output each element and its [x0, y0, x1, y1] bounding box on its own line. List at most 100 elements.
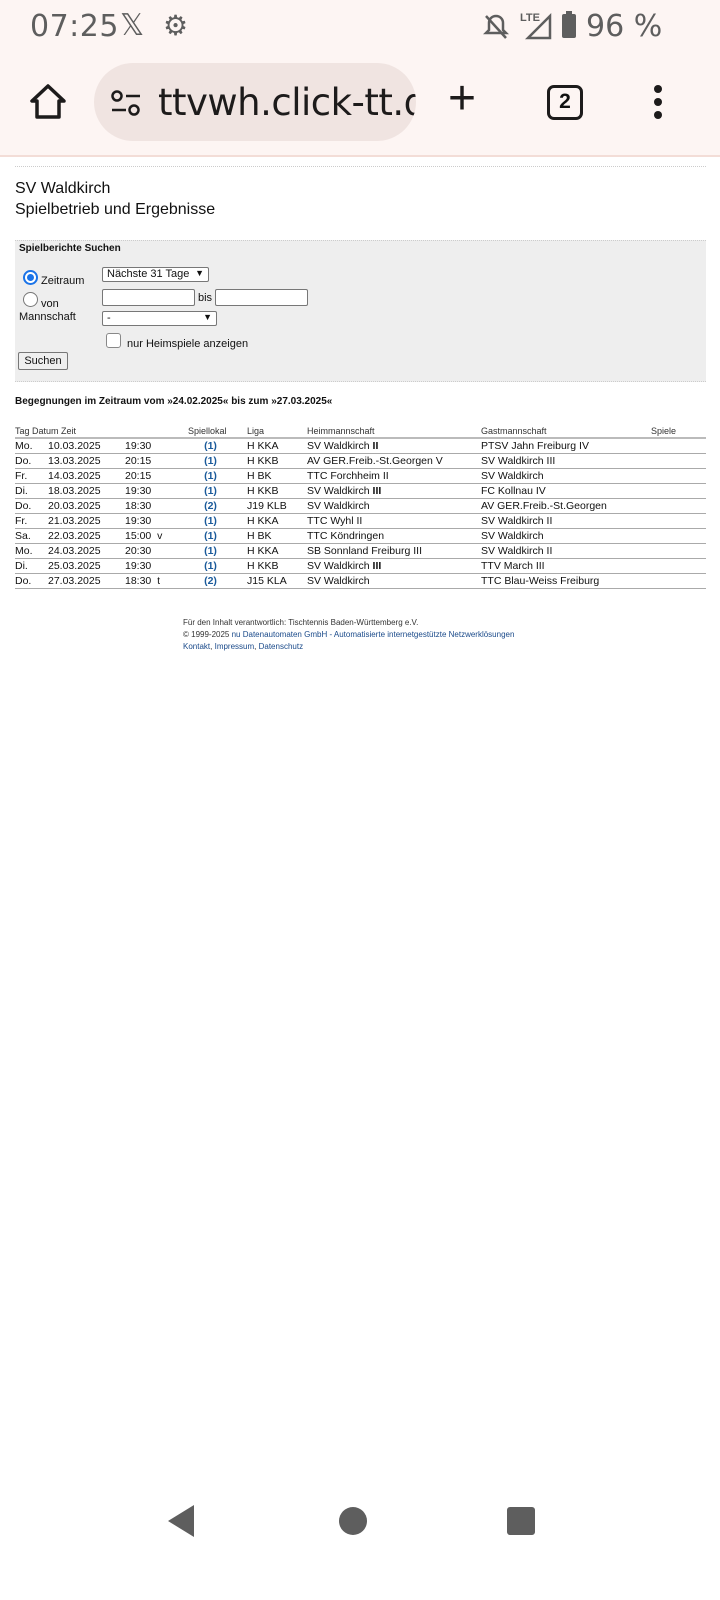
von-input[interactable] [102, 289, 195, 306]
cell-liga: J15 KLA [247, 573, 307, 589]
cell-datum: 20.03.2025 [48, 498, 125, 514]
back-icon[interactable] [166, 1504, 196, 1538]
spiellokal-link[interactable]: (2) [188, 573, 233, 589]
mannschaft-select[interactable]: - ▼ [102, 311, 217, 326]
zeit: 20:15 [125, 469, 152, 482]
cell-datum: 21.03.2025 [48, 513, 125, 529]
cell-liga: H BK [247, 528, 307, 544]
col-spiele: Spiele [651, 424, 706, 439]
cell-liga: H KKB [247, 453, 307, 469]
search-title: Spielberichte Suchen [19, 243, 121, 254]
svg-text:LTE: LTE [520, 12, 540, 24]
cell-liga: H KKA [247, 513, 307, 529]
heim-team: SB Sonnland Freiburg III [307, 544, 422, 557]
spiellokal-link[interactable]: (1) [188, 513, 233, 529]
more-menu-icon[interactable] [654, 85, 662, 124]
zeit: 19:30 [125, 439, 152, 452]
url-text[interactable]: ttvwh.click-tt.de/ [158, 81, 416, 124]
mannschaft-label: Mannschaft [19, 311, 76, 323]
cell-tag: Fr. [15, 513, 48, 529]
new-tab-icon[interactable]: + [448, 72, 477, 125]
cell-gast: SV Waldkirch III [481, 453, 651, 469]
footer-responsible: Für den Inhalt verantwortlich: Tischtenn… [183, 618, 419, 627]
heim-team: AV GER.Freib.-St.Georgen V [307, 454, 443, 467]
heimspiele-checkbox[interactable] [106, 333, 121, 348]
zeit: 20:15 [125, 454, 152, 467]
heim-team: SV Waldkirch [307, 439, 370, 452]
zeit: 19:30 [125, 484, 152, 497]
datenschutz-link[interactable]: Datenschutz [258, 642, 304, 651]
cell-zeit: 20:30 [125, 543, 188, 559]
zeit: 18:30 [125, 574, 152, 587]
zeitraum-select[interactable]: Nächste 31 Tage ▼ [102, 267, 209, 282]
cell-heim: SV Waldkirch [307, 498, 481, 514]
cell-zeit: 19:30 [125, 558, 188, 574]
site-settings-icon[interactable] [110, 89, 142, 117]
tab-switcher-button[interactable]: 2 [547, 85, 583, 120]
cell-liga: H KKB [247, 483, 307, 499]
cell-tag: Sa. [15, 528, 48, 544]
home-icon[interactable] [28, 82, 68, 122]
cell-datum: 25.03.2025 [48, 558, 125, 574]
home-nav-icon[interactable] [338, 1506, 368, 1536]
cell-spiele [651, 483, 706, 499]
footer: Für den Inhalt verantwortlich: Tischtenn… [183, 618, 515, 651]
cell-heim: TTC Köndringen [307, 528, 481, 544]
cell-heim: SV Waldkirch [307, 573, 481, 589]
spiellokal-link[interactable]: (1) [188, 528, 233, 544]
cell-heim: SV Waldkirch III [307, 483, 481, 499]
bis-input[interactable] [215, 289, 308, 306]
lte-signal-icon: LTE [520, 12, 552, 40]
table-row: Mo. 24.03.2025 20:30 (1) H KKA SB Sonnland F… [15, 543, 706, 559]
cell-spiele [651, 573, 706, 589]
cell-spiele [651, 438, 706, 454]
nu-link[interactable]: nu Datenautomaten GmbH - Automatisierte … [231, 630, 515, 639]
spiellokal-link[interactable]: (1) [188, 453, 233, 469]
von-radio[interactable] [23, 292, 38, 307]
cell-datum: 24.03.2025 [48, 543, 125, 559]
heim-team-suffix: III [369, 559, 382, 572]
zeitraum-value: Nächste 31 Tage [107, 268, 190, 280]
cell-datum: 18.03.2025 [48, 483, 125, 499]
cell-spiele [651, 528, 706, 544]
recents-icon[interactable] [506, 1506, 536, 1536]
page-header: SV Waldkirch Spielbetrieb und Ergebnisse [15, 178, 215, 220]
cell-heim: TTC Forchheim II [307, 468, 481, 484]
search-button[interactable]: Suchen [18, 352, 68, 370]
zeit: 19:30 [125, 559, 152, 572]
impressum-link[interactable]: Impressum [214, 642, 255, 651]
kontakt-link[interactable]: Kontakt [183, 642, 211, 651]
col-spiellokal: Spiellokal [188, 424, 233, 439]
heim-team: SV Waldkirch [307, 559, 370, 572]
club-name: SV Waldkirch [15, 180, 111, 197]
zeit: 18:30 [125, 499, 152, 512]
zeitraum-radio[interactable] [23, 270, 38, 285]
spiellokal-link[interactable]: (2) [188, 498, 233, 514]
cell-zeit: 20:15 [125, 453, 188, 469]
cell-gast: FC Kollnau IV [481, 483, 651, 499]
table-row: Fr. 14.03.2025 20:15 (1) H BK TTC Forchheim … [15, 468, 706, 484]
chevron-down-icon: ▼ [203, 312, 212, 322]
bell-off-icon [483, 14, 509, 39]
spiellokal-link[interactable]: (1) [188, 483, 233, 499]
cell-zeit: 19:30 [125, 438, 188, 454]
heim-team-suffix: II [369, 439, 379, 452]
cell-spiele [651, 468, 706, 484]
zeitraum-label: Zeitraum [41, 275, 85, 287]
spiellokal-link[interactable]: (1) [188, 468, 233, 484]
mannschaft-value: - [107, 312, 111, 324]
cell-tag: Di. [15, 483, 48, 499]
cell-heim: TTC Wyhl II [307, 513, 481, 529]
table-row: Fr. 21.03.2025 19:30 (1) H KKA TTC Wyhl II SV… [15, 513, 706, 529]
spiellokal-link[interactable]: (1) [188, 543, 233, 559]
zeit: 20:30 [125, 544, 152, 557]
matches-table: Tag Datum Zeit Spiellokal Liga Heimmanns… [15, 424, 706, 589]
cell-zeit: 15:00 v [125, 528, 188, 544]
cell-gast: TTV March III [481, 558, 651, 574]
url-bar[interactable]: ttvwh.click-tt.de/ [94, 63, 416, 141]
cell-zeit: 18:30 [125, 498, 188, 514]
spiellokal-link[interactable]: (1) [188, 438, 233, 454]
cell-liga: H KKA [247, 438, 307, 454]
spiellokal-link[interactable]: (1) [188, 558, 233, 574]
cell-datum: 14.03.2025 [48, 468, 125, 484]
